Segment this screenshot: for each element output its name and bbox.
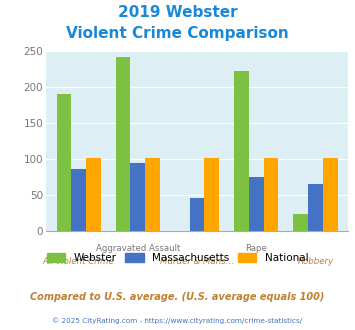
Bar <box>323 158 338 231</box>
Bar <box>131 163 145 231</box>
Bar <box>116 57 131 231</box>
Text: Aggravated Assault: Aggravated Assault <box>95 245 180 253</box>
Bar <box>308 184 323 231</box>
Text: Robbery: Robbery <box>297 257 333 266</box>
Bar <box>234 71 249 231</box>
Bar <box>86 158 101 231</box>
Bar <box>204 158 219 231</box>
Bar <box>293 214 308 231</box>
Text: All Violent Crime: All Violent Crime <box>43 257 115 266</box>
Bar <box>190 198 204 231</box>
Text: Rape: Rape <box>245 245 267 253</box>
Bar <box>249 177 264 231</box>
Text: Violent Crime Comparison: Violent Crime Comparison <box>66 26 289 41</box>
Bar <box>56 94 71 231</box>
Bar <box>145 158 160 231</box>
Legend: Webster, Massachusetts, National: Webster, Massachusetts, National <box>43 248 312 267</box>
Text: © 2025 CityRating.com - https://www.cityrating.com/crime-statistics/: © 2025 CityRating.com - https://www.city… <box>53 317 302 324</box>
Text: Compared to U.S. average. (U.S. average equals 100): Compared to U.S. average. (U.S. average … <box>30 292 325 302</box>
Text: 2019 Webster: 2019 Webster <box>118 5 237 20</box>
Text: Murder & Mans...: Murder & Mans... <box>160 257 234 266</box>
Bar <box>71 169 86 231</box>
Bar <box>263 158 278 231</box>
